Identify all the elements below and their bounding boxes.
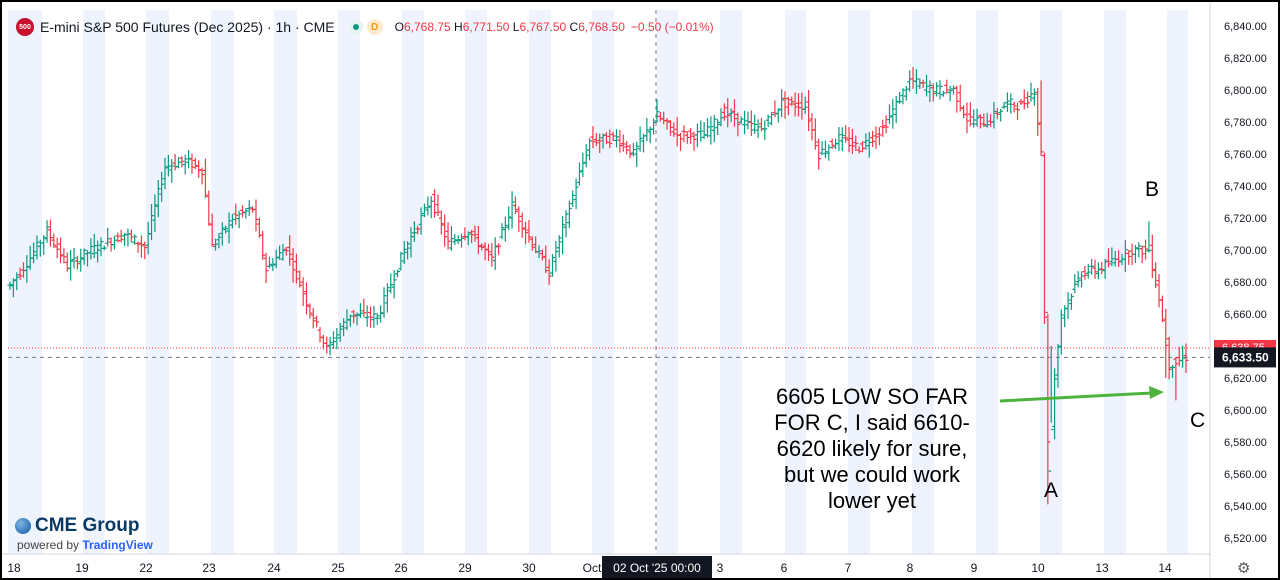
x-tick-label: 13 bbox=[1095, 561, 1109, 575]
x-tick-label: 7 bbox=[845, 561, 852, 575]
session-band bbox=[274, 10, 297, 554]
crosshair-x-label: 02 Oct '25 00:00 bbox=[613, 561, 701, 575]
session-band bbox=[1167, 10, 1188, 554]
y-tick-label: 6,800.00 bbox=[1224, 85, 1267, 97]
low-key: L bbox=[512, 20, 520, 34]
x-tick-label: 30 bbox=[522, 561, 536, 575]
y-tick-label: 6,520.00 bbox=[1224, 533, 1267, 545]
low-value: 6,767.50 bbox=[519, 20, 567, 34]
x-tick-label: 25 bbox=[331, 561, 345, 575]
settings-icon[interactable]: ⚙ bbox=[1237, 560, 1251, 577]
session-band bbox=[976, 10, 998, 554]
price-change: −0.50 (−0.01%) bbox=[630, 20, 714, 34]
x-tick-label: 26 bbox=[394, 561, 408, 575]
session-band bbox=[465, 10, 487, 554]
y-tick-label: 6,820.00 bbox=[1224, 53, 1267, 65]
x-tick-label: 9 bbox=[971, 561, 978, 575]
session-band bbox=[402, 10, 424, 554]
dividends-icon[interactable]: D bbox=[366, 19, 383, 35]
logo-mark: CME Group bbox=[15, 515, 153, 537]
high-key: H bbox=[454, 20, 463, 34]
open-key: O bbox=[394, 20, 404, 34]
x-tick-label: Oct bbox=[583, 561, 602, 575]
session-band bbox=[146, 10, 169, 554]
chart-title: E-mini S&P 500 Futures (Dec 2025) · 1h ·… bbox=[40, 19, 335, 35]
y-tick-label: 6,680.00 bbox=[1224, 277, 1267, 289]
annotation-arrow-line bbox=[999, 391, 1153, 403]
y-tick-label: 6,660.00 bbox=[1224, 309, 1267, 321]
session-band bbox=[1104, 10, 1126, 554]
session-band bbox=[785, 10, 806, 554]
session-band bbox=[1040, 10, 1062, 554]
close-value: 6,768.50 bbox=[578, 20, 625, 34]
logo-text: CME Group bbox=[35, 515, 140, 536]
wave-label-a: A bbox=[1044, 479, 1059, 502]
x-tick-label: 29 bbox=[458, 561, 472, 575]
x-tick-label: 24 bbox=[267, 561, 281, 575]
close-key: C bbox=[569, 20, 579, 34]
session-band bbox=[211, 10, 234, 554]
symbol-badge[interactable]: 500 bbox=[16, 18, 34, 36]
globe-icon bbox=[15, 518, 31, 534]
y-tick-label: 6,760.00 bbox=[1224, 149, 1267, 161]
chart-legend: 500 E-mini S&P 500 Futures (Dec 2025) · … bbox=[16, 17, 714, 37]
y-tick-label: 6,700.00 bbox=[1224, 245, 1267, 257]
logo-sub-brand: TradingView bbox=[82, 538, 153, 552]
open-value: 6,768.75 bbox=[403, 20, 451, 34]
x-tick-label: 23 bbox=[202, 561, 216, 575]
y-tick-label: 6,540.00 bbox=[1224, 501, 1267, 513]
ohlc-values: O6,768.75 H6,771.50 L6,767.50 C6,768.50 bbox=[395, 20, 625, 34]
x-tick-label: 19 bbox=[75, 561, 89, 575]
y-tick-label: 6,620.00 bbox=[1224, 373, 1267, 385]
session-band bbox=[529, 10, 551, 554]
session-band bbox=[912, 10, 934, 554]
x-tick-label: 3 bbox=[717, 561, 724, 575]
x-tick-label: 14 bbox=[1158, 561, 1172, 575]
y-tick-label: 6,720.00 bbox=[1224, 213, 1267, 225]
x-tick-label: 22 bbox=[139, 561, 153, 575]
x-tick-label: 10 bbox=[1031, 561, 1045, 575]
x-tick-label: 18 bbox=[7, 561, 21, 575]
logo-sub-prefix: powered by bbox=[17, 538, 80, 552]
x-tick-label: 6 bbox=[781, 561, 788, 575]
session-band bbox=[592, 10, 614, 554]
annotation-arrow-head bbox=[1149, 386, 1164, 399]
last-price-label: 6,633.50 bbox=[1222, 350, 1269, 364]
y-tick-label: 6,840.00 bbox=[1224, 21, 1267, 33]
logo-subtitle: powered by TradingView bbox=[17, 538, 153, 552]
x-tick-label: 8 bbox=[907, 561, 914, 575]
y-tick-label: 6,560.00 bbox=[1224, 469, 1267, 481]
high-value: 6,771.50 bbox=[462, 20, 510, 34]
wave-label-b: B bbox=[1145, 178, 1160, 201]
annotation-note: 6605 LOW SO FAR FOR C, I said 6610- 6620… bbox=[774, 384, 970, 513]
y-axis-background bbox=[1210, 2, 1278, 578]
wave-label-c: C bbox=[1190, 409, 1206, 432]
y-tick-label: 6,780.00 bbox=[1224, 117, 1267, 129]
session-band bbox=[720, 10, 742, 554]
market-open-icon bbox=[348, 20, 363, 34]
last-price-label-bg bbox=[1214, 347, 1276, 368]
session-band bbox=[83, 10, 105, 554]
cme-logo[interactable]: CME Group powered by TradingView bbox=[15, 515, 153, 552]
crosshair-x-label-bg bbox=[602, 556, 712, 578]
y-tick-label: 6,740.00 bbox=[1224, 181, 1267, 193]
session-band bbox=[338, 10, 360, 554]
y-tick-label: 6,600.00 bbox=[1224, 405, 1267, 417]
session-band bbox=[657, 10, 678, 554]
y-tick-label: 6,580.00 bbox=[1224, 437, 1267, 449]
